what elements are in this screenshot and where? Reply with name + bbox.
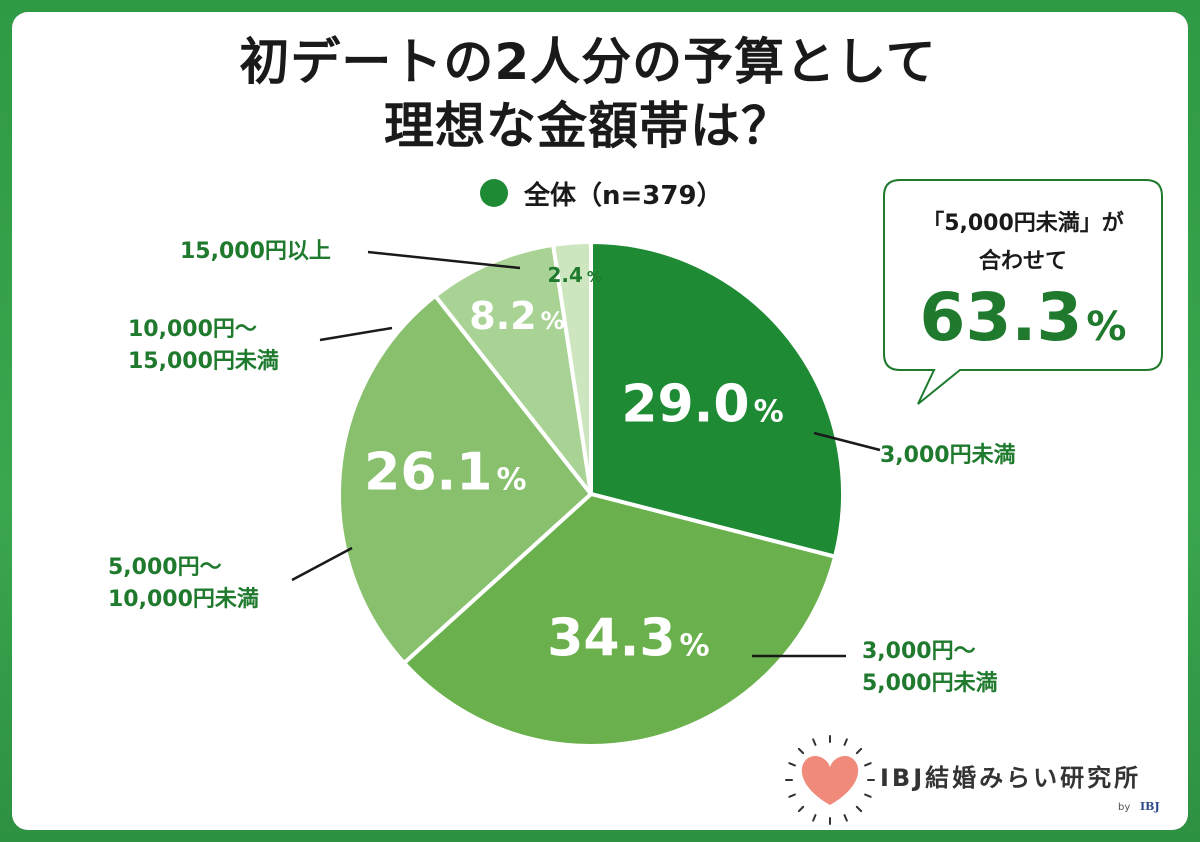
callout-line-1: 「5,000円未満」が xyxy=(922,210,1124,236)
heart-ray xyxy=(864,793,872,798)
legend-label: 全体（n=379） xyxy=(524,180,723,211)
slice-category-label: 10,000円～ 15,000円未満 xyxy=(128,317,279,374)
callout-value-group: 63.3% xyxy=(920,279,1127,356)
pie-slice xyxy=(433,242,593,496)
heart-icon xyxy=(785,735,875,825)
brand-by: by xyxy=(1118,802,1130,813)
brand-by-logo: IBJ xyxy=(1140,800,1160,813)
slice-percent-label: 2.4% xyxy=(547,263,601,287)
callout-bubble: 「5,000円未満」が 合わせて 63.3% xyxy=(883,179,1163,405)
callout-bubble-shape xyxy=(883,179,1163,405)
heart-ray xyxy=(797,747,805,755)
slice-percent-label: 34.3% xyxy=(547,609,709,669)
heart-ray xyxy=(788,793,796,798)
heart-ray xyxy=(797,805,805,813)
slice-category-label: 5,000円～ 10,000円未満 xyxy=(108,555,259,612)
heart-ray xyxy=(812,738,817,746)
callout-value: 63.3 xyxy=(920,279,1083,356)
title-line-1: 初デートの2人分の予算として xyxy=(239,33,937,91)
pie-labels: 29.0 % 3,000円未満 34.3% 3,000円～ 5,000円未満 26.1 % 5,… xyxy=(108,239,1016,696)
brand-logo: IBJ結婚みらい研究所 by IBJ xyxy=(785,735,1160,825)
brand-name: IBJ結婚みらい研究所 xyxy=(880,764,1141,792)
heart-ray xyxy=(855,805,863,813)
pie-slice xyxy=(337,293,593,666)
heart-ray xyxy=(864,762,872,767)
leader-line xyxy=(367,250,521,270)
chart-title: 初デートの2人分の予算として 理想な金額帯は？ xyxy=(0,30,1176,158)
callout-unit: % xyxy=(1086,304,1126,350)
slice-percent-label: 8.2% xyxy=(469,294,564,338)
slice-percent-label: 29.0% xyxy=(621,375,783,435)
pie-slice xyxy=(551,240,593,496)
pie-slices xyxy=(337,240,845,748)
callout-line-2: 合わせて xyxy=(979,248,1067,274)
slice-category-label: 3,000円～ 5,000円未満 xyxy=(862,639,998,696)
slice-percent-label: 26.1% xyxy=(364,443,526,503)
title-line-2: 理想な金額帯は？ xyxy=(384,97,792,155)
legend-swatch xyxy=(480,179,508,207)
heart-ray xyxy=(855,747,863,755)
slice-category-label: 3,000円未満 xyxy=(880,442,1016,468)
leader-line xyxy=(291,546,353,582)
pie-slice xyxy=(589,240,845,559)
pie-slice xyxy=(402,492,838,748)
leader-line xyxy=(813,431,881,452)
heart-ray xyxy=(843,814,848,822)
legend: 全体（n=379） xyxy=(480,176,723,211)
heart-ray xyxy=(843,738,848,746)
leader-lines xyxy=(291,250,881,658)
leader-line xyxy=(319,326,393,342)
heart-ray xyxy=(788,762,796,767)
slice-category-label: 15,000円以上 xyxy=(180,239,331,264)
heart-ray xyxy=(812,814,817,822)
